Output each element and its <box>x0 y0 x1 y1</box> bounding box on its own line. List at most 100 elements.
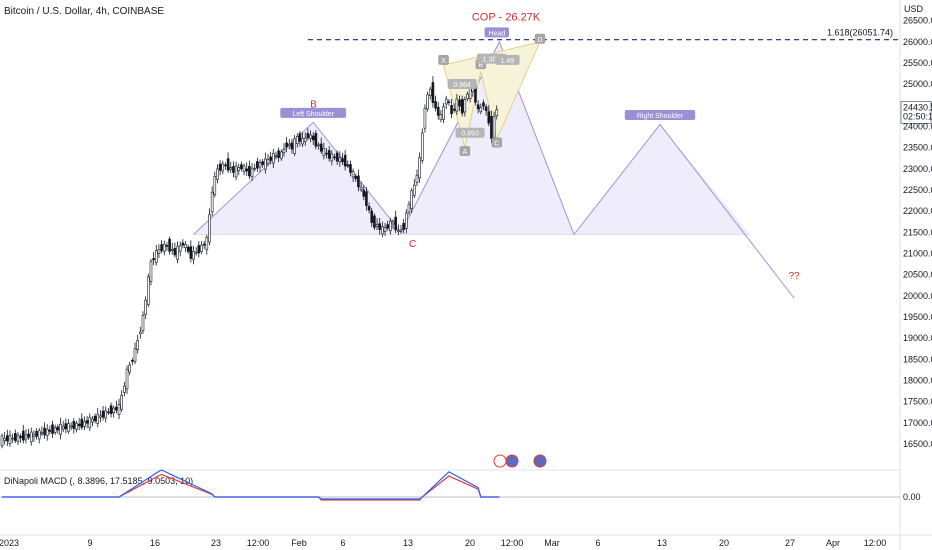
candle-body <box>160 244 163 252</box>
candle-body <box>141 315 145 332</box>
candle-body <box>112 407 116 413</box>
candle-body <box>343 154 347 167</box>
candle-body <box>250 167 254 177</box>
candle-body <box>309 134 312 139</box>
candle-body <box>120 395 123 410</box>
time-tick-label: 20 <box>719 538 729 548</box>
left-shoulder-label: Left Shoulder <box>292 111 334 118</box>
head-label-bg <box>484 27 509 38</box>
candle-body <box>447 101 451 103</box>
candle-body <box>420 132 424 161</box>
candle-body <box>224 164 227 167</box>
price-tick-label: 25500.00 <box>903 58 932 68</box>
candle-body <box>426 94 429 110</box>
candle-body <box>139 331 142 335</box>
price-tick-label: 26000.00 <box>903 37 932 47</box>
candle-body <box>482 102 485 107</box>
candle-body <box>200 244 203 252</box>
candle-body <box>184 244 187 249</box>
candle-body <box>162 244 166 252</box>
time-tick-label: 27 <box>785 538 795 548</box>
candle-body <box>91 418 94 423</box>
candle-body <box>205 236 209 250</box>
countdown: 02:50:15 <box>903 111 932 121</box>
candle-body <box>375 224 379 227</box>
candle-body <box>128 364 131 373</box>
candle-body <box>428 88 432 97</box>
candle-body <box>117 404 121 416</box>
candle-body <box>43 427 46 436</box>
macd-zero-label: 0.00 <box>903 492 921 502</box>
candle-body <box>176 246 179 260</box>
price-tick-label: 25000.00 <box>903 79 932 89</box>
candle-body <box>487 111 491 124</box>
candle-body <box>399 229 403 232</box>
harmonic-point-D-bg <box>534 33 546 44</box>
candle-body <box>0 435 4 447</box>
candle-body <box>330 153 334 162</box>
time-tick-label: Apr <box>826 538 840 548</box>
candle-body <box>394 216 397 231</box>
candle-body <box>431 82 435 103</box>
candle-body <box>3 438 6 441</box>
candle-body <box>285 142 288 148</box>
candle-body <box>93 415 97 422</box>
candle-body <box>367 206 371 211</box>
candle-body <box>109 405 113 415</box>
c-point-label: C <box>409 239 416 250</box>
harmonic-ratio: 0.893 <box>461 131 479 138</box>
candle-body <box>311 135 315 141</box>
candle-body <box>232 166 235 173</box>
time-tick-label: 12:00 <box>501 538 524 548</box>
harmonic-point-X: X <box>441 58 446 65</box>
candle-body <box>237 167 241 172</box>
event-icon <box>493 454 507 468</box>
price-tick-label: 21500.00 <box>903 227 932 237</box>
price-tick-label: 17500.00 <box>903 397 932 407</box>
candle-body <box>261 161 264 165</box>
candle-body <box>194 251 198 254</box>
candle-body <box>24 434 28 440</box>
candle-body <box>362 189 366 197</box>
candle-body <box>314 133 318 147</box>
left-shoulder-label-bg <box>280 107 347 118</box>
candle-body <box>202 243 206 246</box>
harmonic-ratio: 1.49 <box>501 58 515 65</box>
candle-body <box>287 143 291 147</box>
candle-body <box>458 99 461 107</box>
candle-body <box>277 150 280 158</box>
candle-body <box>381 226 384 235</box>
candle-body <box>349 164 352 173</box>
right-shoulder-label-bg <box>624 109 696 120</box>
candle-body <box>8 435 12 444</box>
candle-body <box>450 105 453 115</box>
candle-body <box>442 106 445 120</box>
candle-body <box>51 424 54 434</box>
candle-body <box>359 186 363 190</box>
chart-title: Bitcoin / U.S. Dollar, 4h, COINBASE <box>4 6 165 17</box>
candle-body <box>69 425 73 428</box>
candle-body <box>136 340 139 351</box>
candle-body <box>80 418 84 428</box>
candle-body <box>492 116 496 138</box>
head-shoulders-fill <box>193 41 750 235</box>
last-price-tag <box>900 101 932 124</box>
candle-body <box>48 429 52 432</box>
candle-body <box>19 435 22 439</box>
candle-body <box>476 104 480 110</box>
candle-body <box>218 163 222 171</box>
candle-body <box>412 184 416 196</box>
candle-body <box>389 220 392 232</box>
candle-body <box>301 138 304 145</box>
time-tick-label: 13 <box>403 538 413 548</box>
head-label: Head <box>488 30 505 37</box>
candle-body <box>365 191 368 206</box>
candle-body <box>197 245 201 254</box>
candle-body <box>149 261 153 282</box>
event-icon <box>505 454 519 468</box>
candle-body <box>104 410 108 419</box>
candle-body <box>208 214 211 243</box>
candle-body <box>439 114 443 121</box>
candle-body <box>325 152 328 155</box>
